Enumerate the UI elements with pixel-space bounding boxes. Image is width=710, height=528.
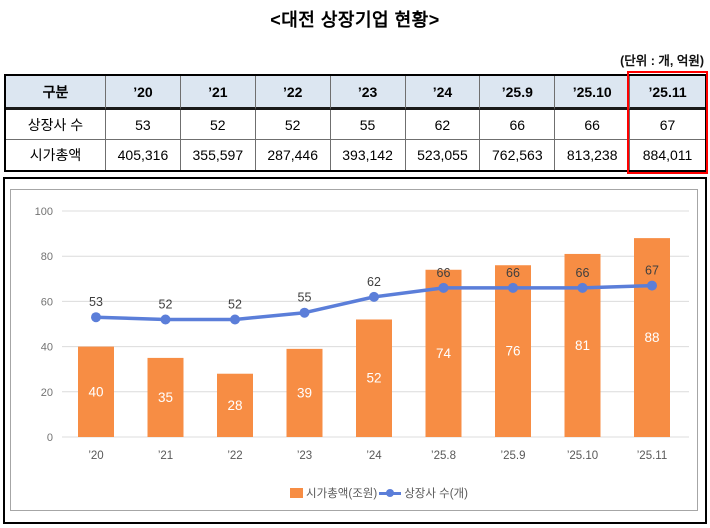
line-value-label: 66 [437, 266, 451, 280]
bar-value-label: 74 [436, 346, 452, 361]
legend-label-marketcap: 시가총액(조원) [306, 488, 378, 500]
table-cell: 393,142 [330, 140, 406, 170]
bar-value-label: 35 [158, 390, 173, 405]
bar-value-label: 76 [505, 344, 520, 359]
line-point-’24 [369, 291, 379, 302]
table-cell: 523,055 [405, 140, 481, 170]
x-axis-label-’25.10: ’25.10 [567, 450, 598, 462]
table-header-y23: ’23 [330, 76, 406, 110]
y-axis-tick-label: 80 [41, 251, 53, 263]
table-header-y25-11: ’25.11 [630, 76, 705, 110]
x-axis-label-’25.8: ’25.8 [431, 450, 456, 462]
bar-’25.8 [425, 269, 462, 437]
line-series-swatch-icon [379, 488, 402, 498]
x-axis-label-’24: ’24 [366, 450, 382, 462]
table-header-y20: ’20 [106, 76, 181, 110]
bar-value-label: 81 [575, 338, 590, 353]
line-value-label: 66 [576, 266, 590, 280]
chart-section: 0 20 40 60 80 100 40 35 28 39 52 74 76 81 88 53 52 52 55 62… [3, 177, 707, 524]
chart-frame: 0 20 40 60 80 100 40 35 28 39 52 74 76 81 88 53 52 52 55 62… [10, 189, 698, 511]
bar-’21 [147, 357, 184, 437]
table-cell: 405,316 [106, 140, 181, 170]
bar-’22 [217, 373, 253, 437]
line-point-’25.8 [438, 282, 449, 293]
x-axis-label-’25.9: ’25.9 [501, 450, 526, 462]
bar-value-label: 88 [644, 330, 659, 345]
line-value-label: 62 [367, 275, 381, 289]
table-cell: 66 [480, 110, 556, 140]
page-title: <대전 상장기업 현황> [270, 10, 440, 30]
bar-’24 [356, 319, 392, 437]
table-cell: 355,597 [180, 140, 256, 170]
line-point-’25.10 [577, 282, 588, 293]
table-cell: 762,563 [480, 140, 556, 170]
bar-’25.11 [634, 238, 670, 437]
line-point-’25.11 [647, 280, 657, 291]
table-cell: 52 [180, 110, 256, 140]
line-value-label: 52 [159, 297, 173, 311]
line-point-’25.9 [508, 282, 518, 293]
legend-label-companycount: 상장사 수(개) [404, 488, 468, 500]
bar-’25.9 [495, 265, 531, 437]
line-point-’22 [230, 314, 240, 325]
listed-companies-table: 구분 ’20 ’21 ’22 ’23 ’24 ’25.9 ’25.10 ’25.… [4, 74, 707, 172]
bar-value-label: 40 [88, 384, 103, 399]
unit-note: (단위 : 개, 억원) [620, 54, 704, 68]
table-cell: 884,011 [630, 140, 705, 170]
table-header-gubun: 구분 [6, 76, 106, 110]
line-point-’23 [299, 307, 310, 318]
row-label-company-count: 상장사 수 [6, 110, 106, 140]
table-cell: 62 [405, 110, 481, 140]
line-point-’21 [160, 314, 171, 325]
table-cell: 813,238 [555, 140, 631, 170]
table-cell: 287,446 [255, 140, 331, 170]
line-value-label: 66 [506, 266, 520, 280]
x-axis-label-’22: ’22 [227, 450, 242, 462]
table-cell: 53 [106, 110, 181, 140]
table-header-y25-9: ’25.9 [480, 76, 556, 110]
x-axis-label-’21: ’21 [158, 450, 173, 462]
table-header-y22: ’22 [255, 76, 331, 110]
chart-legend: 시가총액(조원) 상장사 수(개) [65, 485, 693, 501]
table-cell: 55 [330, 110, 406, 140]
line-point-’20 [91, 312, 101, 323]
bar-value-label: 39 [297, 385, 312, 400]
table-header-y24: ’24 [405, 76, 481, 110]
line-value-label: 55 [298, 291, 312, 305]
x-axis-label-’23: ’23 [297, 450, 312, 462]
table-header-y25-10: ’25.10 [555, 76, 631, 110]
y-axis-tick-label: 40 [41, 342, 53, 354]
bar-value-label: 28 [227, 398, 242, 413]
table-cell: 66 [555, 110, 631, 140]
x-axis-label-’20: ’20 [88, 450, 103, 462]
bar-value-label: 52 [366, 371, 381, 386]
y-axis-tick-label: 60 [41, 296, 53, 308]
bar-’23 [286, 348, 323, 437]
bar-series-swatch-icon [290, 488, 304, 498]
y-axis-tick-label: 20 [41, 387, 53, 399]
line-value-label: 67 [645, 264, 659, 278]
y-axis-tick-label: 100 [35, 206, 53, 218]
legend-item-marketcap: 시가총액(조원) [290, 485, 377, 501]
legend-item-companycount: 상장사 수(개) [379, 485, 468, 501]
combo-chart: 0 20 40 60 80 100 40 35 28 39 52 74 76 81 88 53 52 52 55 62… [35, 206, 689, 462]
row-label-market-cap: 시가총액 [6, 140, 106, 170]
line-value-label: 53 [89, 295, 103, 309]
bar-’20 [78, 346, 114, 437]
table-cell: 52 [255, 110, 331, 140]
table-header-y21: ’21 [180, 76, 256, 110]
table-cell: 67 [630, 110, 705, 140]
x-axis-label-’25.11: ’25.11 [637, 450, 667, 462]
y-axis-tick-label: 0 [47, 432, 53, 444]
line-value-label: 52 [228, 297, 242, 311]
